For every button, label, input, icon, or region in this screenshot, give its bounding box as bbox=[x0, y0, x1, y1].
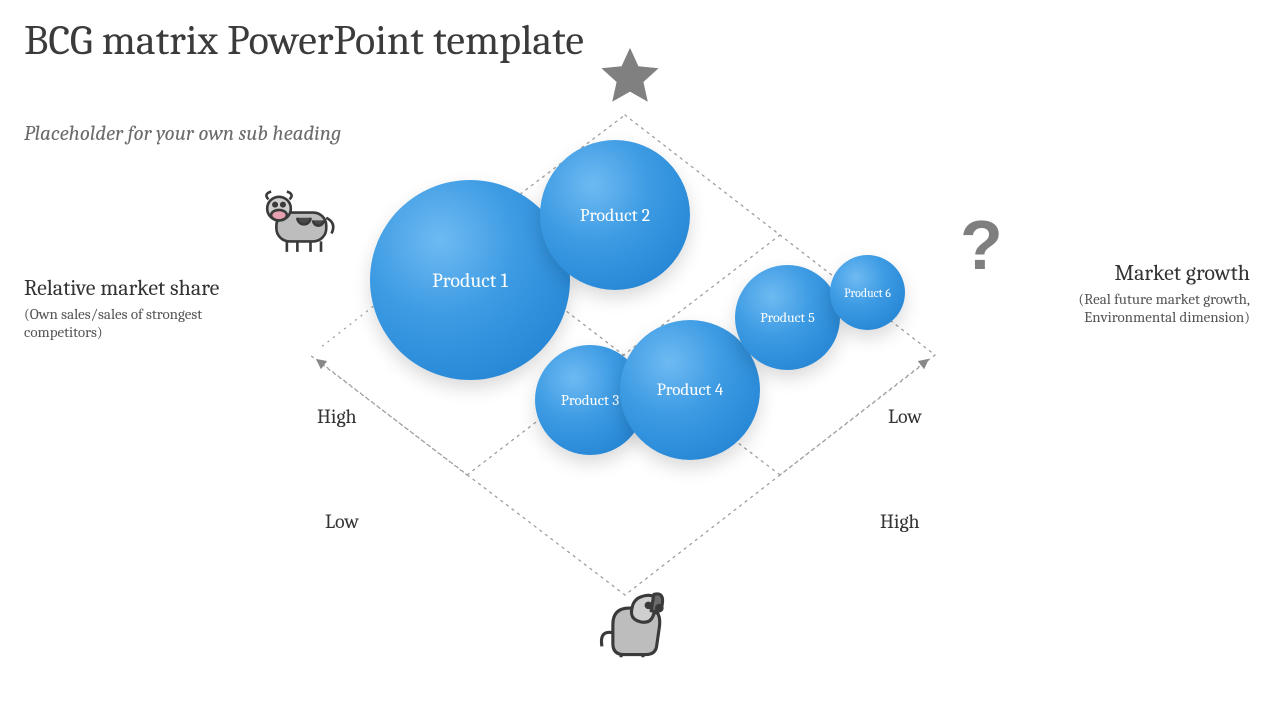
question-mark-icon: ? bbox=[960, 205, 1003, 285]
slide-canvas: BCG matrix PowerPoint template Placehold… bbox=[0, 0, 1280, 720]
star-icon bbox=[595, 42, 665, 116]
left-axis-sub: (Own sales/sales of strongest competitor… bbox=[24, 305, 234, 341]
axis-high-right: High bbox=[880, 510, 920, 533]
product-bubble-label: Product 1 bbox=[432, 269, 508, 292]
product-bubble-label: Product 3 bbox=[561, 391, 619, 409]
cow-icon bbox=[258, 188, 342, 262]
product-bubble: Product 6 bbox=[830, 255, 905, 330]
right-axis-caption: Market growth (Real future market growth… bbox=[1040, 260, 1250, 326]
product-bubble-label: Product 5 bbox=[760, 309, 815, 326]
dog-icon bbox=[588, 578, 676, 664]
right-axis-title: Market growth bbox=[1040, 260, 1250, 286]
slide-subtitle: Placeholder for your own sub heading bbox=[24, 122, 341, 146]
left-axis-title: Relative market share bbox=[24, 275, 234, 301]
left-axis-caption: Relative market share (Own sales/sales o… bbox=[24, 275, 234, 341]
product-bubble: Product 4 bbox=[620, 320, 760, 460]
axis-low-left: Low bbox=[325, 510, 359, 533]
product-bubble-label: Product 6 bbox=[844, 286, 891, 300]
product-bubble: Product 2 bbox=[540, 140, 690, 290]
product-bubble: Product 5 bbox=[735, 265, 840, 370]
right-axis-sub: (Real future market growth, Environmenta… bbox=[1040, 290, 1250, 326]
product-bubble-label: Product 2 bbox=[580, 205, 650, 226]
product-bubble-label: Product 4 bbox=[657, 381, 724, 400]
slide-title: BCG matrix PowerPoint template bbox=[24, 18, 584, 64]
axis-low-right: Low bbox=[888, 405, 922, 428]
axis-high-left: High bbox=[317, 405, 357, 428]
